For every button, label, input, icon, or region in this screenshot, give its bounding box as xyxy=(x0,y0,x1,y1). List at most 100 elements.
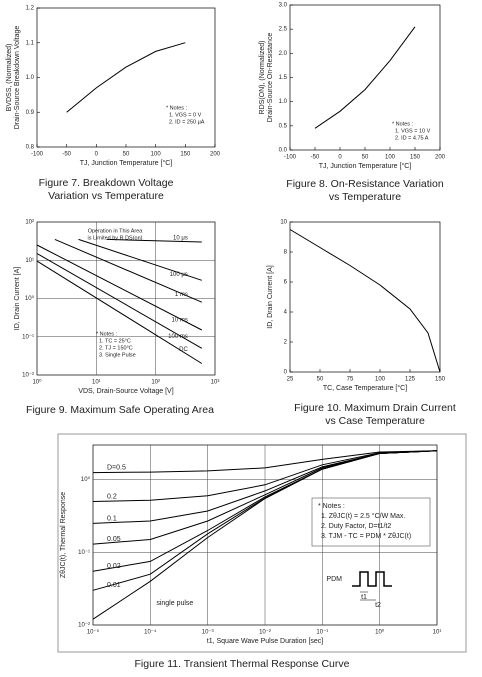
data-line xyxy=(92,450,438,620)
x-tick-label: 10⁰ xyxy=(375,629,385,636)
series-label: 0.05 xyxy=(107,536,121,543)
series-label: 0.02 xyxy=(107,563,121,570)
y-tick-label: 10⁻² xyxy=(22,373,34,379)
figure-caption: Figure 8. On-Resistance Variation xyxy=(286,178,444,190)
y-tick-label: 0.5 xyxy=(279,123,288,129)
annotation: PDM xyxy=(326,576,342,583)
note: 2. TJ = 150°C xyxy=(99,345,133,351)
series-label: D=0.5 xyxy=(107,464,126,471)
x-tick-label: 200 xyxy=(435,155,446,161)
x-tick-label: 10⁻⁴ xyxy=(144,629,157,636)
data-line xyxy=(36,253,203,349)
y-axis-label: ZθJC(t), Thermal Response xyxy=(60,492,67,578)
y-tick-label: 10⁻¹ xyxy=(22,334,34,340)
figure-caption: Figure 10. Maximum Drain Current xyxy=(294,402,456,414)
x-tick-label: 150 xyxy=(180,152,191,158)
y-tick-label: 1.5 xyxy=(279,75,288,81)
x-tick-label: 200 xyxy=(210,152,221,158)
y-tick-label: 10⁻¹ xyxy=(78,550,90,556)
x-axis-label: TC, Case Temperature [°C] xyxy=(323,384,407,392)
data-line xyxy=(54,238,202,303)
y-tick-label: 10² xyxy=(25,220,34,226)
figure-caption: Variation vs Temperature xyxy=(48,190,164,202)
note: 1. VGS = 10 V xyxy=(395,128,431,134)
note: * Notes : xyxy=(96,331,118,337)
x-axis-label: TJ, Junction Temperature [°C] xyxy=(319,162,412,170)
x-tick-label: 100 xyxy=(375,377,386,383)
x-tick-label: 150 xyxy=(435,377,446,383)
series-label: 0.1 xyxy=(107,515,117,522)
note: 1. ZθJC(t) = 2.5 °C/W Max. xyxy=(321,512,405,520)
figure-caption: Figure 9. Maximum Safe Operating Area xyxy=(26,404,214,416)
figure-frame xyxy=(57,433,467,653)
note: 3. Single Pulse xyxy=(99,352,136,358)
y-tick-label: 10⁰ xyxy=(25,295,35,302)
x-axis-label: t1, Square Wave Pulse Duration [sec] xyxy=(207,638,324,645)
x-tick-label: 10¹ xyxy=(92,380,101,386)
y-tick-label: 1.2 xyxy=(26,6,35,12)
y-tick-label: 2.0 xyxy=(279,51,288,57)
series-label: 10 μs xyxy=(173,236,188,242)
figure-caption: vs Case Temperature xyxy=(325,415,425,427)
series-label: DC xyxy=(179,347,188,353)
x-tick-label: 50 xyxy=(362,155,369,161)
series-label: 100 μs xyxy=(170,272,188,278)
x-axis-label: VDS, Drain-Source Voltage [V] xyxy=(78,388,173,395)
x-tick-label: 100 xyxy=(151,152,162,158)
note: 2. ID = 250 μA xyxy=(169,119,205,125)
annotation: Operation in This Area xyxy=(88,228,144,234)
pulse-dimensions xyxy=(360,591,376,601)
note: * Notes : xyxy=(392,121,414,127)
data-line xyxy=(36,260,203,364)
pulse-diagram xyxy=(352,571,392,587)
y-tick-label: 10⁰ xyxy=(81,476,91,483)
x-tick-label: 10⁻³ xyxy=(202,630,214,636)
y-axis-label: ID, Drain Current [A] xyxy=(14,267,21,330)
figure-caption: Figure 7. Breakdown Voltage xyxy=(39,177,174,189)
x-tick-label: 50 xyxy=(123,152,130,158)
y-tick-label: 3.0 xyxy=(279,3,288,9)
note: 1. VGS = 0 V xyxy=(169,112,202,118)
series-label: 0.2 xyxy=(107,493,117,500)
x-tick-label: 150 xyxy=(410,155,421,161)
data-line xyxy=(78,238,202,281)
x-tick-label: 10⁻¹ xyxy=(316,630,328,636)
x-tick-label: 10³ xyxy=(211,380,220,386)
x-tick-label: -50 xyxy=(62,152,71,158)
x-tick-label: -100 xyxy=(31,152,44,158)
y-axis-label: RDS(ON), (Normalized) xyxy=(259,41,266,115)
figure-caption: vs Temperature xyxy=(329,191,401,203)
x-tick-label: -50 xyxy=(311,155,320,161)
series-label: 10 ms xyxy=(171,318,187,324)
annotation: is Limited by R DS(on) xyxy=(87,235,142,241)
annotation: t1 xyxy=(361,594,367,601)
y-tick-label: 1.1 xyxy=(26,40,35,46)
x-tick-label: 10⁻⁵ xyxy=(87,629,100,636)
annotation: t2 xyxy=(375,602,381,609)
note: 2. Duty Factor, D=t1/t2 xyxy=(321,523,391,530)
series-label: 1 ms xyxy=(175,292,188,298)
note: 3. TJM - TC = PDM * ZθJC(t) xyxy=(321,533,411,540)
series-label: 100 ms xyxy=(168,334,188,340)
y-axis-label: Drain-Source Breakdown Voltage xyxy=(14,26,21,130)
y-tick-label: 6 xyxy=(284,280,288,286)
x-tick-label: 0 xyxy=(95,152,99,158)
note: 1. TC = 25°C xyxy=(99,338,131,344)
data-line xyxy=(92,450,438,474)
y-tick-label: 10⁻² xyxy=(78,623,90,629)
x-tick-label: 100 xyxy=(385,155,396,161)
data-line xyxy=(106,238,202,243)
y-tick-label: 0.0 xyxy=(279,148,288,154)
y-tick-label: 4 xyxy=(284,310,288,316)
x-tick-label: 10⁰ xyxy=(32,379,42,386)
x-tick-label: 75 xyxy=(347,377,354,383)
data-line xyxy=(92,450,438,502)
x-axis-label: TJ, Junction Temperature [°C] xyxy=(80,159,173,167)
x-tick-label: -100 xyxy=(284,155,297,161)
data-line xyxy=(314,26,416,129)
x-tick-label: 10⁻² xyxy=(259,630,271,636)
plot-frame xyxy=(36,7,216,148)
y-tick-label: 10¹ xyxy=(25,258,34,264)
series-label: single pulse xyxy=(156,600,193,607)
